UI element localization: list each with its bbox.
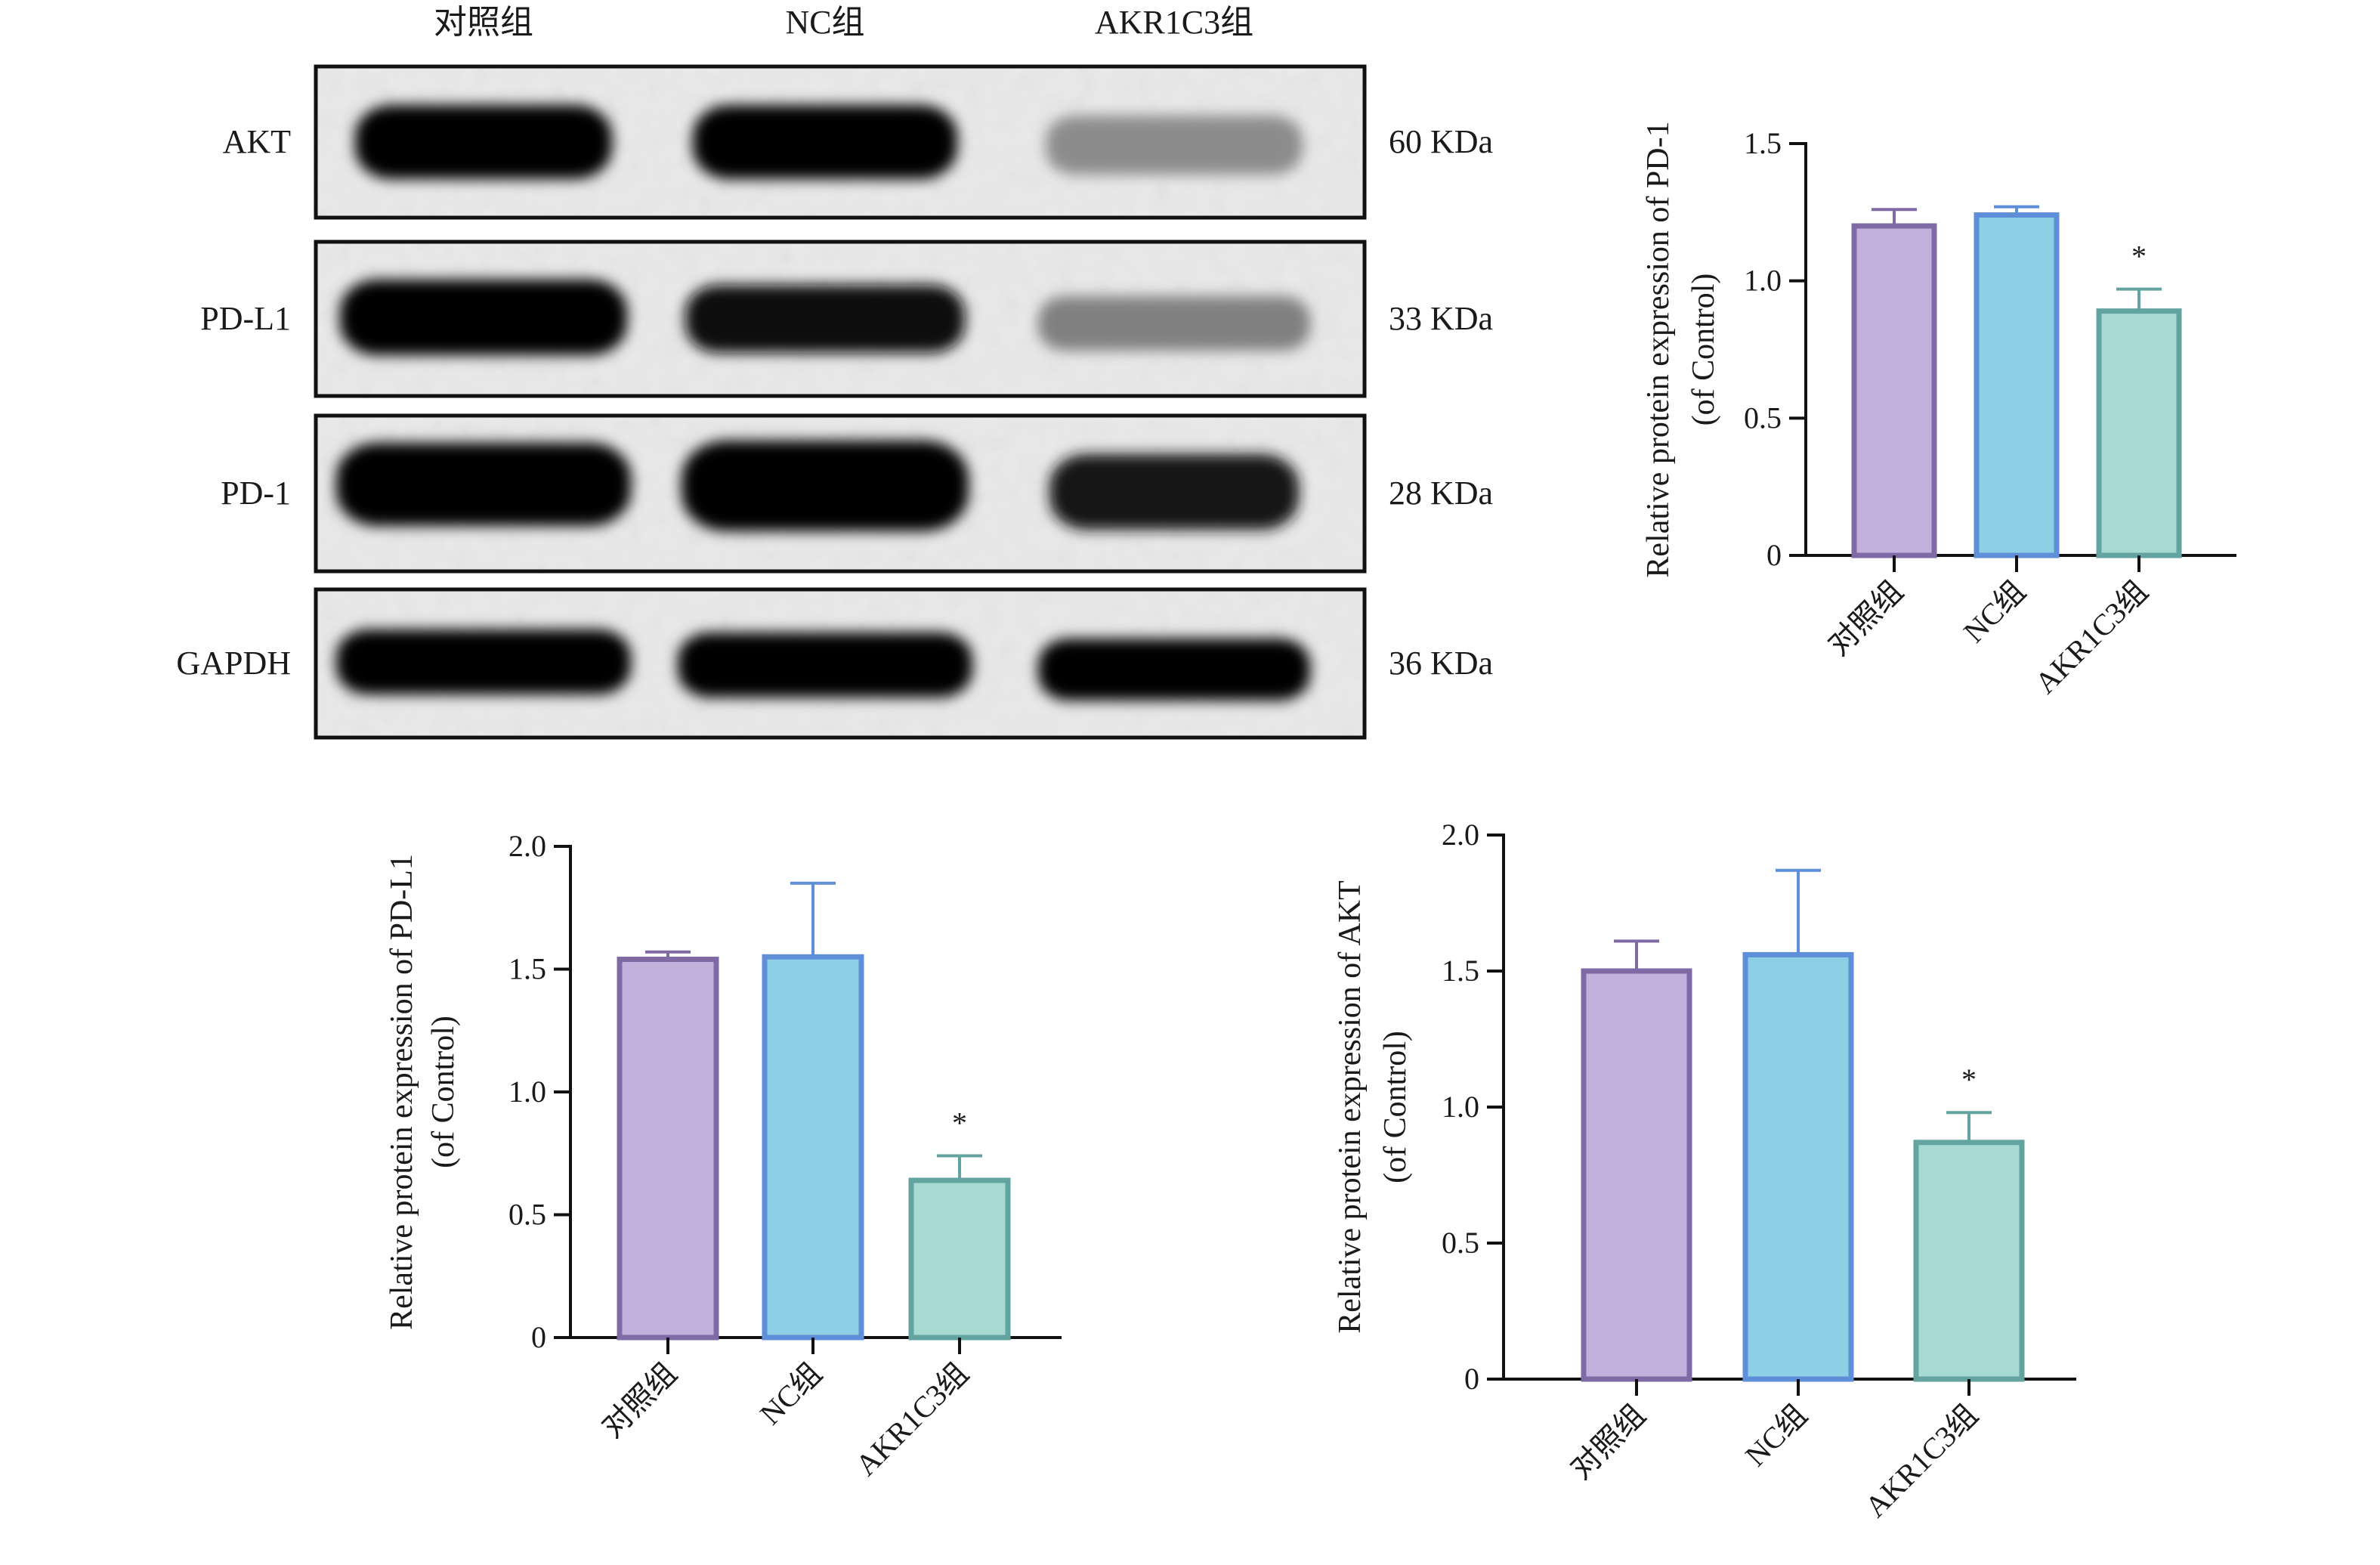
wb-molecular-weight: 28 KDa xyxy=(1389,475,1493,512)
y-axis-title: Relative protein expression of PD-L1 xyxy=(385,854,419,1330)
wb-molecular-weight: 36 KDa xyxy=(1389,645,1493,682)
x-tick-label: 对照组 xyxy=(1564,1398,1652,1486)
bar xyxy=(1851,223,1937,558)
wb-band xyxy=(1046,116,1303,175)
y-axis-title: (of Control) xyxy=(1378,1031,1413,1183)
y-tick-label: 0.5 xyxy=(1744,401,1782,435)
wb-protein-label: PD-1 xyxy=(221,475,291,512)
x-tick-label: AKR1C3组 xyxy=(2028,574,2154,701)
akt-bar-chart: 0 0.5 1.0 1.5 2.0 Relative protein expression… xyxy=(1333,818,2076,1524)
wb-lane-label: AKR1C3组 xyxy=(1095,4,1253,41)
bar xyxy=(1581,968,1692,1382)
wb-row-pd-l1: PD-L1 33 KDa xyxy=(200,240,1493,398)
wb-band xyxy=(1038,296,1310,351)
wb-protein-label: AKT xyxy=(223,123,292,160)
y-tick-label: 1.5 xyxy=(1744,126,1782,160)
wb-membrane-border xyxy=(314,587,1367,740)
y-tick-label: 1.0 xyxy=(508,1075,546,1109)
y-tick-label: 1.5 xyxy=(1442,954,1479,988)
wb-row-pd-1: PD-1 28 KDa xyxy=(221,413,1493,574)
wb-protein-label: GAPDH xyxy=(176,645,291,682)
y-tick-label: 1.0 xyxy=(1442,1090,1479,1124)
bar xyxy=(2096,308,2182,558)
wb-lane-label: 对照组 xyxy=(434,4,533,41)
x-tick-label: NC组 xyxy=(753,1356,828,1431)
wb-band xyxy=(340,280,627,355)
pdl1-bar-chart: 0 0.5 1.0 1.5 2.0 Relative protein expression… xyxy=(385,829,1062,1483)
wb-row-akt: AKT 60 KDa xyxy=(223,64,1493,220)
x-tick-label: 对照组 xyxy=(595,1356,684,1445)
wb-lane-label: NC组 xyxy=(785,4,864,41)
significance-marker: * xyxy=(952,1106,967,1140)
y-axis-title: Relative protein expression of PD-1 xyxy=(1641,121,1676,577)
significance-marker: * xyxy=(1961,1062,1977,1096)
y-tick-label: 0 xyxy=(1766,538,1782,572)
bar xyxy=(1742,951,1854,1382)
wb-band xyxy=(682,441,969,531)
wb-band xyxy=(685,285,965,353)
x-tick-label: NC组 xyxy=(1957,574,2032,649)
wb-band xyxy=(1049,454,1299,530)
wb-membrane-border xyxy=(314,413,1367,574)
wb-molecular-weight: 60 KDa xyxy=(1389,123,1493,160)
y-tick-label: 0.5 xyxy=(508,1198,546,1232)
pd1-bar-chart: 0 0.5 1.0 1.5 Relative protein expression of… xyxy=(1641,121,2236,701)
x-tick-label: NC组 xyxy=(1739,1398,1813,1473)
bar xyxy=(762,954,864,1341)
y-tick-label: 0 xyxy=(531,1320,546,1354)
wb-band xyxy=(678,632,972,697)
bar xyxy=(908,1177,1011,1341)
wb-molecular-weight: 33 KDa xyxy=(1389,300,1493,337)
y-tick-label: 1.5 xyxy=(508,952,546,986)
western-blot-panel: 对照组 NC组 AKR1C3组 AKT 60 KDa PD-L1 33 KDa PD-1 28… xyxy=(176,4,1493,740)
wb-band xyxy=(336,629,631,694)
x-tick-label: AKR1C3组 xyxy=(848,1356,975,1483)
wb-band xyxy=(693,105,957,179)
significance-marker: * xyxy=(2131,240,2147,274)
y-tick-label: 0.5 xyxy=(1442,1226,1479,1260)
bar xyxy=(1913,1140,2025,1382)
wb-row-gapdh: GAPDH 36 KDa xyxy=(176,587,1493,740)
bar xyxy=(1974,212,2060,558)
y-tick-label: 1.0 xyxy=(1744,264,1782,298)
bar xyxy=(617,957,719,1341)
y-axis-title: (of Control) xyxy=(1686,274,1721,426)
y-tick-label: 2.0 xyxy=(1442,818,1479,852)
y-axis-title: Relative protein expression of AKT xyxy=(1333,880,1368,1334)
wb-band xyxy=(1038,639,1310,701)
wb-band xyxy=(336,443,631,526)
x-tick-label: 对照组 xyxy=(1822,574,1910,663)
wb-protein-label: PD-L1 xyxy=(200,300,291,337)
x-tick-label: AKR1C3组 xyxy=(1858,1398,1984,1524)
wb-membrane-border xyxy=(314,240,1367,398)
wb-membrane-border xyxy=(314,64,1367,220)
y-tick-label: 0 xyxy=(1464,1362,1479,1396)
y-axis-title: (of Control) xyxy=(426,1016,461,1168)
wb-band xyxy=(355,105,612,179)
y-tick-label: 2.0 xyxy=(508,829,546,863)
